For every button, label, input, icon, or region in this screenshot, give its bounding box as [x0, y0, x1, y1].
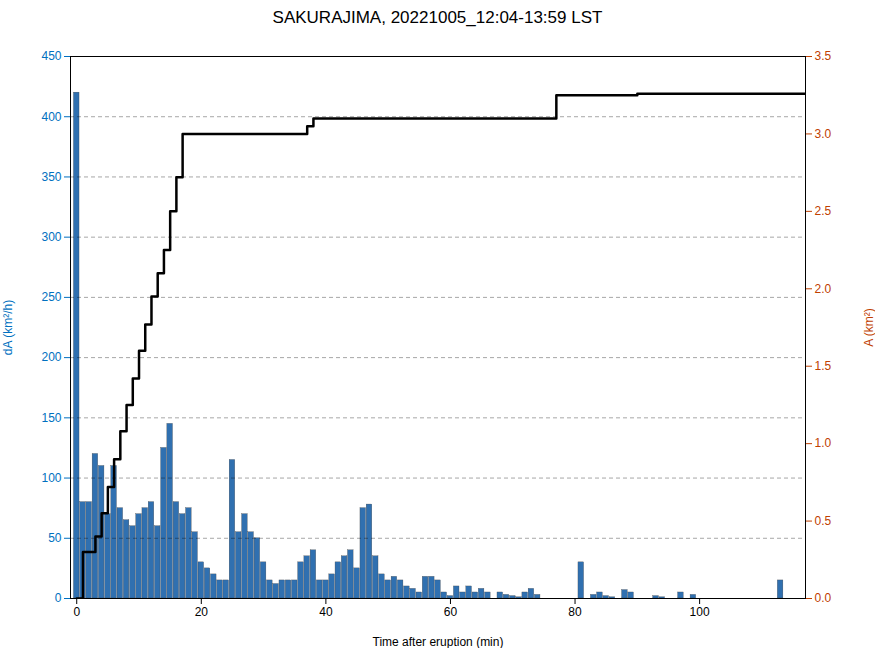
svg-text:60: 60: [444, 605, 458, 619]
svg-text:80: 80: [568, 605, 582, 619]
svg-text:A (km²): A (km²): [862, 308, 875, 347]
svg-text:1.5: 1.5: [815, 359, 832, 373]
svg-text:0: 0: [73, 605, 80, 619]
svg-text:40: 40: [319, 605, 333, 619]
svg-text:300: 300: [41, 230, 61, 244]
svg-text:2.0: 2.0: [815, 282, 832, 296]
svg-text:400: 400: [41, 110, 61, 124]
svg-text:100: 100: [41, 471, 61, 485]
svg-text:250: 250: [41, 290, 61, 304]
html-text:SAKURAJIMA, 20221005_12:04-13:: SAKURAJIMA, 20221005_12:04-13:59 LST: [272, 8, 603, 27]
svg-text:dA (km²/h): dA (km²/h): [1, 300, 15, 355]
svg-text:0.0: 0.0: [815, 591, 832, 605]
svg-text:3.5: 3.5: [815, 49, 832, 63]
svg-text:0: 0: [55, 591, 62, 605]
svg-text:2.5: 2.5: [815, 204, 832, 218]
svg-text:50: 50: [48, 531, 62, 545]
svg-text:450: 450: [41, 49, 61, 63]
svg-text:100: 100: [690, 605, 710, 619]
svg-text:0.5: 0.5: [815, 514, 832, 528]
svg-text:1.0: 1.0: [815, 436, 832, 450]
svg-text:3.0: 3.0: [815, 127, 832, 141]
svg-text:20: 20: [195, 605, 209, 619]
svg-text:200: 200: [41, 350, 61, 364]
svg-text:Time after eruption (min): Time after eruption (min): [373, 635, 504, 649]
svg-text:150: 150: [41, 411, 61, 425]
svg-text:350: 350: [41, 170, 61, 184]
